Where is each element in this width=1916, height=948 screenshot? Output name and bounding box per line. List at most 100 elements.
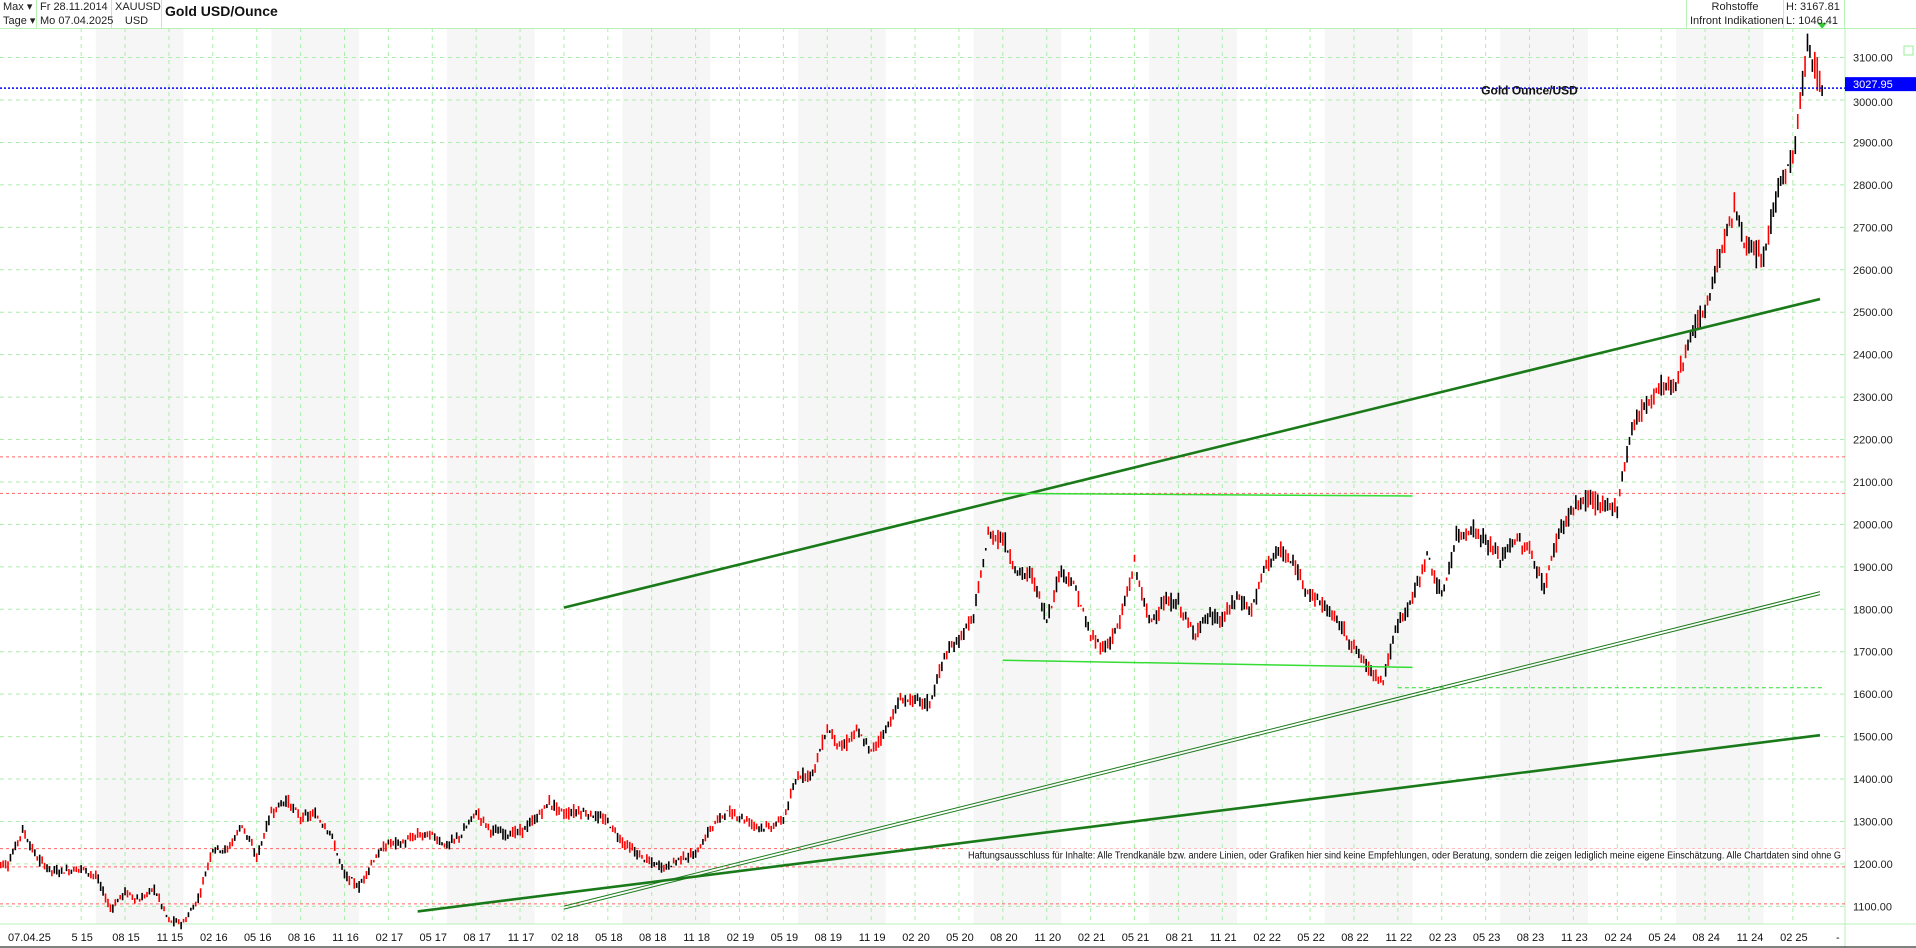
last-price-label: 3027.95 [1853,79,1893,91]
x-tick-label: 08 19 [815,932,843,944]
y-tick-label: 1600.00 [1853,689,1893,701]
x-tick-label: 11 18 [683,932,710,944]
x-tick-label: 11 19 [859,932,886,944]
y-tick-label: 1400.00 [1853,774,1893,786]
y-tick-label: 2600.00 [1853,265,1893,277]
low-value: L: 1046.41 [1786,15,1838,27]
x-tick-label: 5 15 [71,932,92,944]
y-tick-label: 3100.00 [1853,53,1893,65]
trendline [563,594,1821,910]
x-tick-label: 08 21 [1166,932,1194,944]
end-date: Mo 07.04.2025 [40,15,114,27]
symbol-cell: XAUUSD USD [112,0,162,28]
high-marker-icon [1817,22,1828,29]
x-tick-label: 08 24 [1692,932,1720,944]
range-dropdown[interactable]: Max ▾ [3,1,33,13]
category: Rohstoffe [1711,1,1759,13]
y-tick-label: 2700.00 [1853,222,1893,234]
x-tick-label: 05 22 [1297,932,1325,944]
x-tick-label: 08 23 [1517,932,1545,944]
y-tick-label: 2000.00 [1853,519,1893,531]
y-tick-label: 1200.00 [1853,859,1893,871]
x-tick-label: 11 20 [1034,932,1061,944]
y-tick-label: 1300.00 [1853,816,1893,828]
x-tick-label: 02 19 [727,932,755,944]
x-tick-label: 11 23 [1561,932,1588,944]
x-tick-label: 08 17 [463,932,491,944]
range-cell: Max ▾ Tage ▾ [0,0,37,28]
y-tick-label: 2900.00 [1853,137,1893,149]
disclaimer-bg [965,848,1845,862]
half-year-band [1675,28,1764,924]
high-value: H: 3167.81 [1786,1,1840,13]
y-tick-label: 1900.00 [1853,562,1893,574]
y-tick-label: 3000.00 [1853,97,1893,109]
y-tick-label: 1100.00 [1853,901,1892,913]
x-tick-label: 05 23 [1473,932,1501,944]
x-tick-label: 05 19 [771,932,799,944]
horizontal-trendline [1002,492,1413,497]
x-tick-label: 11 24 [1737,932,1764,944]
x-tick-label: 11 15 [157,932,184,944]
disclaimer-text: Haftungsausschluss für Inhalte: Alle Tre… [968,851,1841,862]
x-first-label: 07.04.25 [8,932,51,944]
x-tick-label: 02 21 [1078,932,1106,944]
collapse-icon [1903,45,1914,56]
x-tick-label: 08 20 [990,932,1018,944]
half-year-band [798,28,886,924]
x-tick-label: 05 24 [1648,932,1676,944]
x-tick-label: 11 16 [332,932,359,944]
y-tick-label: 2400.00 [1853,350,1893,362]
half-year-band [622,28,711,924]
x-tick-label: 02 23 [1429,932,1457,944]
half-year-band [1149,28,1237,924]
horizontal-trendline [1002,659,1413,669]
x-tick-label: 05 20 [946,932,974,944]
price-bars [0,33,1823,930]
y-tick-label: 2500.00 [1853,307,1893,319]
y-tick-label: 2200.00 [1853,435,1893,447]
x-tick-label: 08 15 [112,932,140,944]
annotation-label: Gold Ounce/USD [1481,84,1578,98]
x-tick-label: 02 20 [902,932,930,944]
x-tick-label: 02 22 [1253,932,1281,944]
start-date: Fr 28.11.2014 [40,1,108,13]
x-tick-label: 05 21 [1122,932,1150,944]
trendline [563,591,1821,907]
symbol: XAUUSD [115,1,161,13]
x-tick-label: 11 17 [508,932,535,944]
y-tick-label: 2100.00 [1853,477,1893,489]
x-tick-label: 11 22 [1385,932,1412,944]
currency: USD [124,15,149,27]
y-tick-label: 1800.00 [1853,604,1893,616]
x-tick-label: 02 16 [200,932,228,944]
date-cell: Fr 28.11.2014 Mo 07.04.2025 [37,0,114,28]
trendline [417,733,1821,913]
half-year-band [1500,28,1589,924]
x-tick-label: 02 17 [376,932,404,944]
x-tick-label: 05 17 [420,932,448,944]
chart-header: Max ▾ Tage ▾ Fr 28.11.2014 Mo 07.04.2025… [0,0,1916,29]
source: Infront Indikationen [1690,15,1784,27]
trendline [563,297,1821,609]
half-year-band [1324,28,1413,924]
x-tick-label: 05 16 [244,932,272,944]
y-tick-label: 1700.00 [1853,647,1893,659]
half-year-band [271,28,360,924]
half-year-band [446,28,535,924]
half-year-band [973,28,1062,924]
x-last-label: - [1836,932,1840,944]
x-tick-label: 08 16 [288,932,316,944]
x-tick-label: 08 22 [1341,932,1369,944]
x-tick-label: 02 25 [1780,932,1808,944]
y-tick-label: 1500.00 [1853,732,1893,744]
x-tick-label: 02 24 [1605,932,1633,944]
chart-title: Gold USD/Ounce [165,3,278,19]
y-tick-label: 2300.00 [1853,392,1893,404]
x-tick-label: 02 18 [551,932,579,944]
interval-dropdown[interactable]: Tage ▾ [3,15,36,27]
hilo-cell: H: 3167.81 L: 1046.41 [1783,0,1845,28]
x-tick-label: 05 18 [595,932,623,944]
source-cell: Rohstoffe Infront Indikationen [1686,0,1784,28]
